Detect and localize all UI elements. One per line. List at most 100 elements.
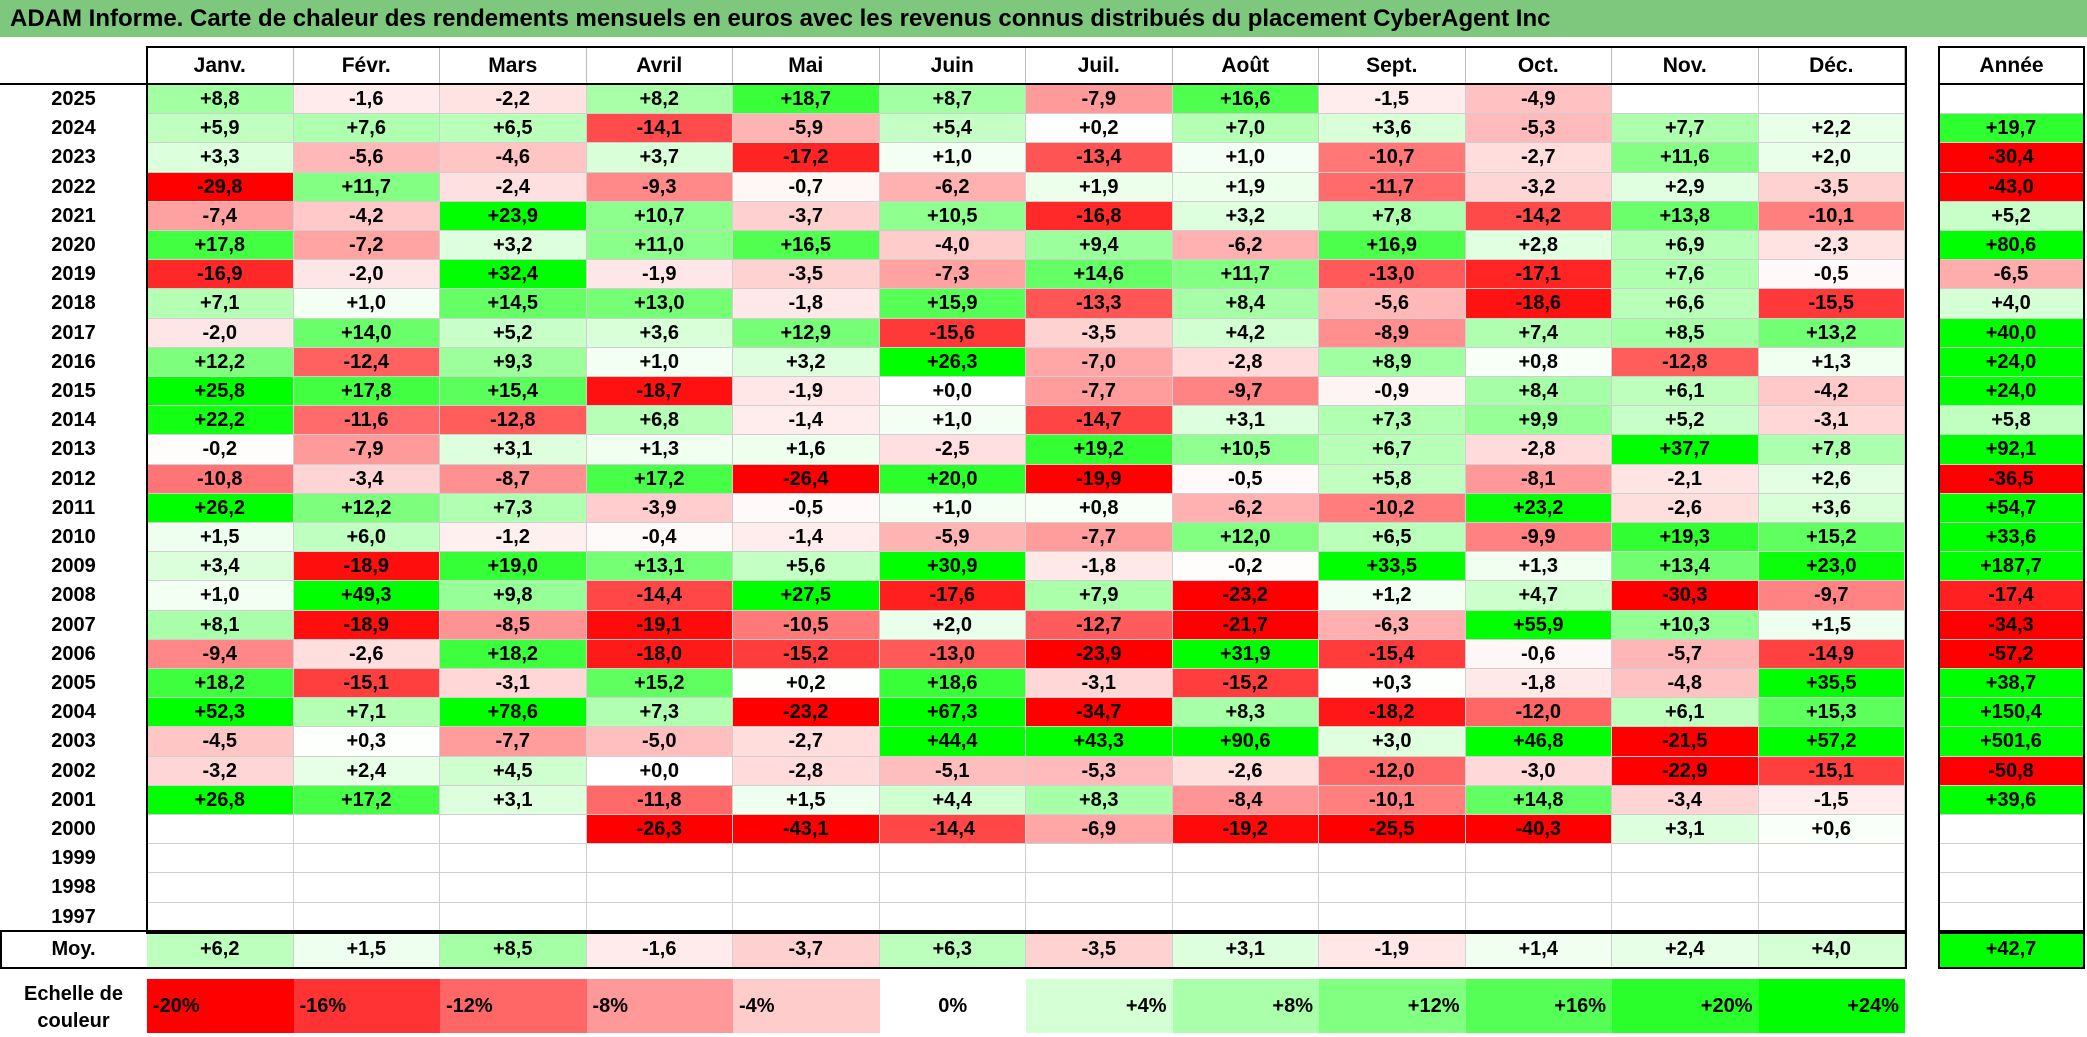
heatmap-cell: +18,6	[879, 669, 1026, 699]
heatmap-cell: +23,0	[1758, 552, 1905, 582]
heatmap-cell: +1,9	[1172, 172, 1319, 202]
heatmap-cell: +7,1	[293, 698, 440, 728]
heatmap-cell	[1612, 873, 1759, 903]
heatmap-cell: +20,0	[879, 464, 1026, 494]
heatmap-cell: -2,2	[440, 85, 587, 115]
heatmap-cell: -2,7	[1465, 143, 1612, 173]
heatmap-cell: -12,8	[1612, 347, 1759, 377]
heatmap-cell	[879, 873, 1026, 903]
heatmap-cell: -3,0	[1465, 756, 1612, 786]
heatmap-cell: -3,1	[440, 669, 587, 699]
scale-step: -12%	[440, 979, 587, 1033]
average-label: Moy.	[51, 938, 96, 960]
heatmap-cell: +7,1	[147, 289, 294, 319]
heatmap-cell: -29,8	[147, 172, 294, 202]
scale-step: -16%	[293, 979, 440, 1033]
heatmap-cell: -4,9	[1465, 85, 1612, 115]
heatmap-cell: -18,0	[586, 639, 733, 669]
heatmap-cell: +3,2	[733, 347, 880, 377]
heatmap-cell	[586, 873, 733, 903]
column-header: Avril	[587, 48, 733, 83]
average-cell: +2,4	[1612, 932, 1759, 967]
heatmap-cell: +43,3	[1026, 727, 1173, 757]
column-header: Août	[1173, 48, 1319, 83]
heatmap-cell: +13,2	[1758, 318, 1905, 348]
heatmap-cell: +1,0	[879, 143, 1026, 173]
annual-cell: +33,6	[1939, 523, 2084, 553]
year-label: 2004	[51, 701, 96, 724]
heatmap-cell	[1465, 873, 1612, 903]
heatmap-cell: -5,9	[879, 523, 1026, 553]
heatmap-cell: +11,7	[293, 172, 440, 202]
heatmap-cell: +3,2	[1172, 201, 1319, 231]
heatmap-cell: +7,0	[1172, 114, 1319, 144]
heatmap-cell: +26,2	[147, 493, 294, 523]
heatmap-cell: +7,9	[1026, 581, 1173, 611]
heatmap-cell: +3,1	[1172, 406, 1319, 436]
heatmap-cell: +7,3	[586, 698, 733, 728]
heatmap-cell: -2,0	[147, 318, 294, 348]
heatmap-cell	[1758, 85, 1905, 115]
scale-step: +16%	[1465, 979, 1612, 1033]
heatmap-cell: -3,1	[1026, 669, 1173, 699]
average-cell: +1,5	[293, 932, 440, 967]
heatmap-cell: -10,1	[1758, 201, 1905, 231]
heatmap-cell: -2,8	[1465, 435, 1612, 465]
heatmap-cell: +17,2	[586, 464, 733, 494]
column-header: Nov.	[1612, 48, 1759, 83]
heatmap-cell: +0,6	[1758, 815, 1905, 845]
annual-cell	[1939, 815, 2084, 845]
heatmap-cell: +2,9	[1612, 172, 1759, 202]
annual-cell: -43,0	[1939, 172, 2084, 202]
heatmap-cell: -18,9	[293, 610, 440, 640]
heatmap-cell: -21,7	[1172, 610, 1319, 640]
annual-cell: +24,0	[1939, 377, 2084, 407]
heatmap-cell: -13,3	[1026, 289, 1173, 319]
heatmap-cell: +0,3	[293, 727, 440, 757]
heatmap-cell: +31,9	[1172, 639, 1319, 669]
heatmap-cell: +11,7	[1172, 260, 1319, 290]
heatmap-cell	[293, 815, 440, 845]
scale-step: -4%	[733, 979, 880, 1033]
year-label: 1999	[51, 847, 96, 870]
heatmap-cell: +19,0	[440, 552, 587, 582]
column-header: Juil.	[1026, 48, 1173, 83]
heatmap-cell: -14,7	[1026, 406, 1173, 436]
annual-cell: +80,6	[1939, 231, 2084, 261]
heatmap-cell: +12,9	[733, 318, 880, 348]
heatmap-cell: -15,1	[1758, 756, 1905, 786]
heatmap-cell: +18,2	[147, 669, 294, 699]
heatmap-cell: -12,7	[1026, 610, 1173, 640]
heatmap-cell: -18,9	[293, 552, 440, 582]
heatmap-cell	[879, 844, 1026, 874]
year-label: 2008	[51, 584, 96, 607]
heatmap-cell: +6,6	[1612, 289, 1759, 319]
heatmap-cell: -3,5	[733, 260, 880, 290]
heatmap-cell	[1758, 873, 1905, 903]
heatmap-cell: -19,1	[586, 610, 733, 640]
heatmap-cell: +1,0	[586, 347, 733, 377]
heatmap-cell: -13,4	[1026, 143, 1173, 173]
heatmap-cell: +78,6	[440, 698, 587, 728]
heatmap-cell: +19,3	[1612, 523, 1759, 553]
heatmap-cell: +32,4	[440, 260, 587, 290]
heatmap-cell: -23,2	[733, 698, 880, 728]
heatmap-cell: +1,0	[147, 581, 294, 611]
average-cell: +6,2	[147, 932, 294, 967]
heatmap-cell	[879, 902, 1026, 932]
heatmap-cell: +1,0	[879, 406, 1026, 436]
heatmap-cell: -5,0	[586, 727, 733, 757]
heatmap-cell: -1,8	[1026, 552, 1173, 582]
column-header: Déc.	[1759, 48, 1905, 83]
heatmap-cell: +49,3	[293, 581, 440, 611]
heatmap-cell	[293, 873, 440, 903]
heatmap-cell: +27,5	[733, 581, 880, 611]
scale-step: +24%	[1758, 979, 1905, 1033]
year-label: 2006	[51, 642, 96, 665]
annual-cell: +501,6	[1939, 727, 2084, 757]
scale-step: -20%	[147, 979, 294, 1033]
year-label: 2014	[51, 409, 96, 432]
heatmap-cell: -4,0	[879, 231, 1026, 261]
year-label: 1997	[51, 905, 96, 928]
heatmap-cell: +13,1	[586, 552, 733, 582]
